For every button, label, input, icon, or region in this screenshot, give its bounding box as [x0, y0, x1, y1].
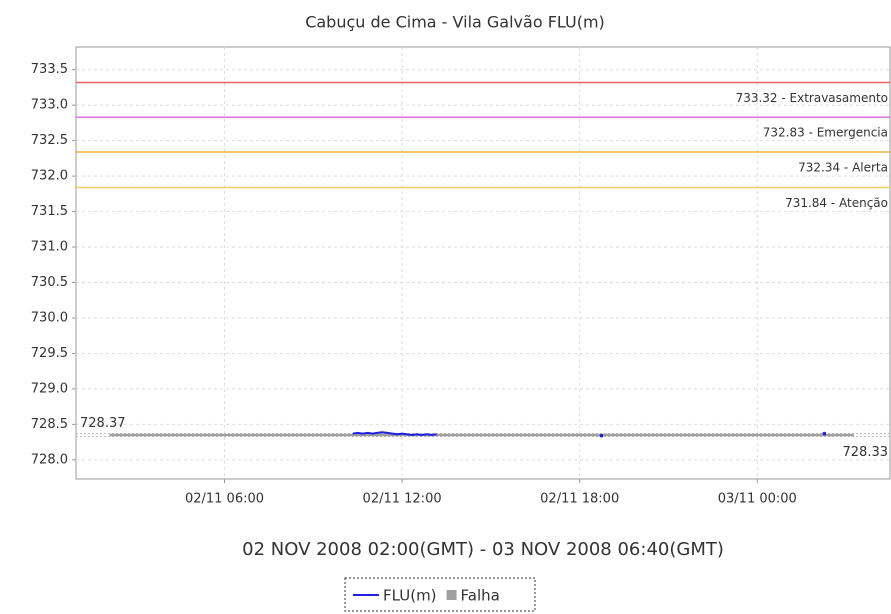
legend: FLU(m) Falha: [344, 577, 536, 612]
y-tick-label: 733.5: [31, 62, 68, 77]
threshold-label: 732.83 - Emergencia: [763, 126, 888, 140]
x-tick-label: 02/11 12:00: [363, 492, 442, 507]
y-tick-label: 728.5: [31, 417, 68, 432]
y-tick-label: 733.0: [31, 98, 68, 113]
legend-label: FLU(m): [383, 587, 437, 605]
x-tick-label: 03/11 00:00: [718, 492, 797, 507]
y-tick-label: 730.5: [31, 275, 68, 290]
threshold-label: 732.34 - Alerta: [798, 160, 888, 174]
marker-label: 728.33: [843, 445, 889, 460]
legend-label: Falha: [461, 587, 500, 605]
y-tick-label: 732.0: [31, 169, 68, 184]
threshold-label: 733.32 - Extravasamento: [736, 91, 888, 105]
x-tick-label: 02/11 18:00: [540, 492, 619, 507]
y-tick-label: 732.5: [31, 133, 68, 148]
chart-title: Cabuçu de Cima - Vila Galvão FLU(m): [305, 13, 605, 32]
threshold-label: 731.84 - Atenção: [785, 196, 888, 210]
data-point: [822, 431, 827, 436]
y-tick-label: 728.0: [31, 452, 68, 467]
y-tick-label: 731.0: [31, 240, 68, 255]
data-point: [599, 433, 604, 438]
x-axis-label: 02 NOV 2008 02:00(GMT) - 03 NOV 2008 06:…: [242, 539, 724, 560]
legend-swatch: [446, 590, 457, 600]
y-tick-label: 729.5: [31, 346, 68, 361]
y-tick-label: 729.0: [31, 381, 68, 396]
series-line: [352, 431, 437, 437]
y-tick-label: 730.0: [31, 310, 68, 325]
marker-label: 728.37: [80, 416, 126, 431]
x-tick-label: 02/11 06:00: [185, 492, 264, 507]
y-tick-label: 731.5: [31, 204, 68, 219]
plot-area: [75, 46, 891, 480]
